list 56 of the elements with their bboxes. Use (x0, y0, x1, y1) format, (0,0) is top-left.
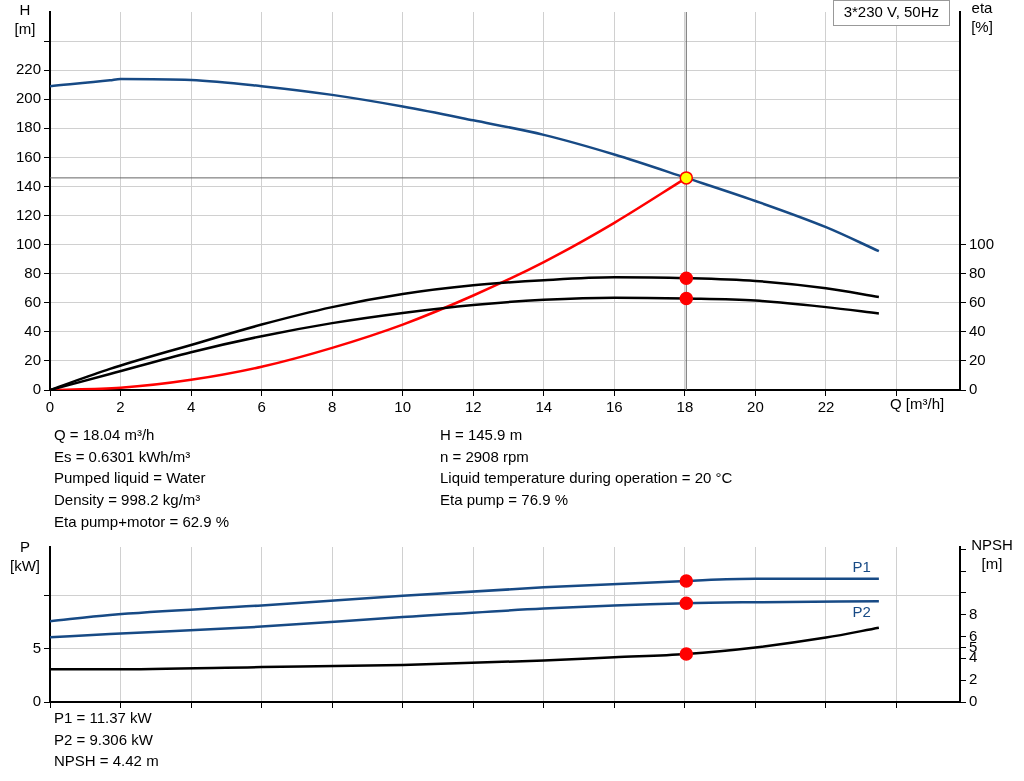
y2-tick-label: 2 (969, 670, 978, 688)
y-tick-label: 100 (15, 234, 41, 252)
text: Pumped liquid = Water (54, 468, 206, 489)
y-tick-label: 20 (24, 351, 41, 369)
y2-tick-label: 0 (969, 692, 978, 710)
y2-tick-label: 8 (969, 604, 978, 622)
y-tick-label: 220 (15, 60, 41, 78)
y2-tick-label: 100 (969, 234, 995, 252)
text: Liquid temperature during operation = 20 °C (440, 468, 733, 489)
text: H = 145.9 m (440, 425, 523, 445)
text: P1 = 11.37 kW (54, 708, 152, 728)
y-tick-label: 40 (24, 321, 41, 339)
x-axis-title: Q [m³/h] (890, 395, 945, 412)
x-tick-label: 22 (817, 398, 835, 416)
text: NPSH = 4.42 m (54, 751, 159, 772)
text: Eta pump+motor = 62.9 % (54, 511, 230, 532)
text: Density = 998.2 kg/m³ (54, 490, 201, 511)
x-tick-label: 0 (45, 398, 55, 416)
y2-tick-label: 80 (969, 263, 986, 281)
y2-tick-label: 40 (969, 321, 986, 339)
y2-axis-title: NPSH [m] (970, 535, 1014, 573)
y-tick-label: 180 (15, 118, 41, 136)
y-axis-title: H [m] (13, 0, 37, 38)
y-tick-label: 0 (32, 692, 41, 710)
x-tick-label: 16 (606, 398, 623, 416)
y-tick-label: 160 (15, 147, 41, 165)
x-tick-label: 18 (676, 398, 694, 416)
line-series (50, 77, 881, 253)
series-label: P1 (852, 558, 871, 576)
text: Q = 18.04 m³/h (54, 425, 155, 445)
y2-tick-label: 20 (969, 351, 986, 369)
y-tick-label: 120 (15, 205, 41, 223)
y-tick-label: 200 (15, 89, 41, 107)
text: n = 2908 rpm (440, 446, 529, 467)
y-axis-title: P [kW] (9, 537, 41, 575)
x-tick-label: 14 (535, 398, 553, 416)
y-tick-label: 60 (24, 292, 41, 310)
y2-tick-label: 60 (969, 292, 986, 310)
x-tick-label: 10 (394, 398, 412, 416)
y-tick-label: 80 (24, 263, 41, 281)
y-tick-label: 5 (32, 639, 41, 657)
x-tick-label: 20 (747, 398, 764, 416)
x-tick-label: 4 (186, 398, 196, 416)
text: P2 = 9.306 kW (54, 729, 153, 750)
x-tick-label: 6 (257, 398, 266, 416)
x-tick-label: 2 (116, 398, 125, 416)
y-tick-label: 140 (15, 176, 41, 194)
series-label: P2 (852, 602, 871, 620)
chart-title: 3*230 V, 50Hz (832, 0, 950, 26)
text: Eta pump = 76.9 % (440, 490, 568, 511)
x-tick-label: 12 (464, 398, 482, 416)
x-tick-label: 8 (328, 398, 337, 416)
y2-tick-label: 0 (969, 380, 978, 398)
y-tick-label: 0 (32, 380, 41, 398)
text: Es = 0.6301 kWh/m³ (54, 446, 191, 467)
y2-axis-title: eta [%] (970, 0, 994, 36)
